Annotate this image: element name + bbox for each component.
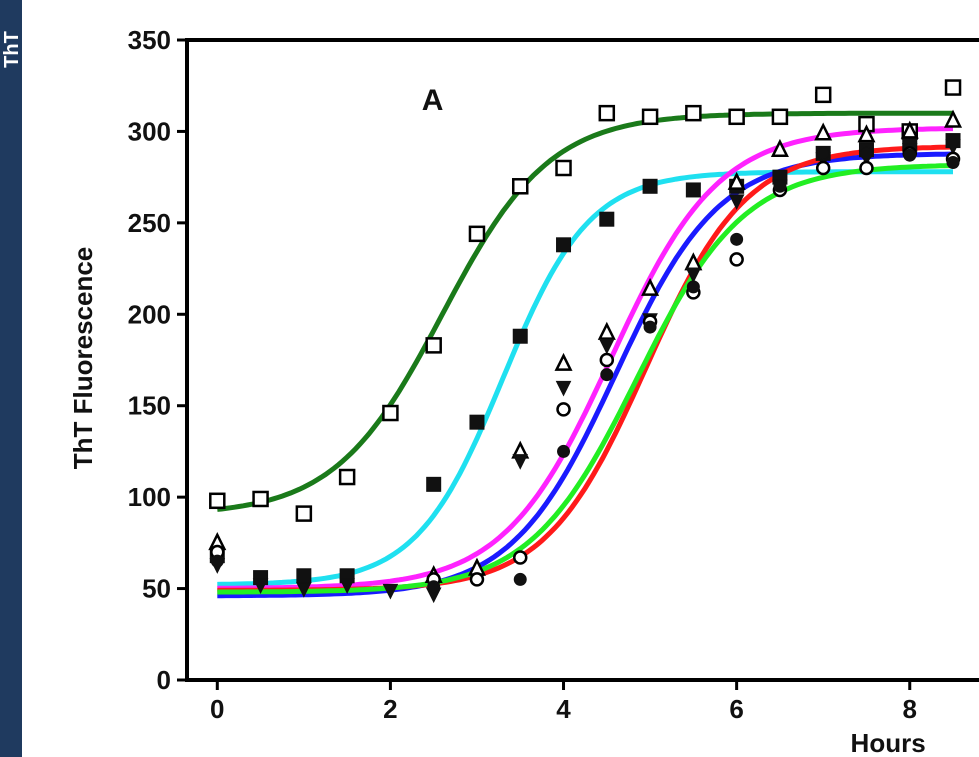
data-point-open-circle [469, 572, 485, 587]
data-point-filled-square [556, 237, 572, 253]
data-point-open-square [425, 337, 442, 354]
data-point-filled-square [685, 182, 701, 198]
panel-label: A [422, 84, 444, 117]
y-tick-label: 100 [128, 482, 171, 512]
data-point-filled-square [599, 211, 615, 227]
data-point-open-triangle [857, 124, 876, 143]
x-tick-label: 2 [383, 694, 397, 724]
fit-curve-1 [217, 110, 953, 512]
data-point-open-triangle [554, 352, 573, 371]
data-point-filled-triangle-down [685, 267, 702, 284]
data-point-filled-circle [427, 580, 441, 594]
data-point-filled-triangle-down [339, 578, 355, 595]
data-point-filled-triangle-down [382, 583, 399, 600]
data-point-open-square [685, 104, 702, 122]
data-point-filled-circle [773, 179, 787, 193]
y-tick-label: 150 [128, 391, 171, 421]
fit-curve-3 [217, 126, 953, 591]
data-point-open-square [511, 178, 529, 195]
data-point-open-triangle [814, 122, 833, 141]
y-axis-title: ThT Fluorescence [68, 247, 98, 470]
data-point-open-circle [859, 160, 874, 176]
data-point-filled-triangle-down [296, 582, 312, 598]
data-point-open-triangle [727, 171, 746, 190]
data-point-open-triangle [597, 321, 616, 340]
data-point-filled-circle [557, 444, 571, 458]
y-tick-label: 250 [128, 208, 171, 238]
data-point-open-circle [729, 252, 744, 267]
data-point-open-square [338, 468, 356, 486]
x-tick-label: 8 [903, 694, 917, 724]
y-tick-label: 50 [142, 574, 171, 604]
data-point-open-square [252, 490, 269, 508]
data-point-filled-square [512, 328, 528, 344]
data-point-filled-circle [686, 280, 700, 294]
data-point-open-square [468, 225, 486, 243]
data-point-open-circle [815, 160, 831, 176]
data-point-filled-triangle-down [728, 194, 745, 211]
plot-frame [185, 38, 979, 682]
data-point-open-triangle [770, 138, 789, 157]
x-tick-label: 4 [556, 694, 571, 724]
data-point-open-square [382, 404, 399, 422]
fit-curve-4 [217, 151, 954, 599]
data-point-filled-circle [816, 146, 830, 160]
data-point-filled-triangle-down [598, 338, 615, 355]
data-point-filled-circle [946, 156, 960, 170]
data-point-filled-triangle-down [555, 380, 572, 397]
data-point-filled-circle [513, 572, 527, 586]
data-point-open-square [814, 86, 832, 104]
data-point-open-square [728, 108, 745, 126]
data-point-filled-triangle-down [252, 578, 269, 595]
data-point-filled-circle [210, 554, 224, 568]
ticks-layer: 0 50 100 150 200 250 300 350 0 2 4 6 8 [128, 25, 979, 724]
data-point-filled-triangle-down [945, 139, 961, 156]
data-point-open-square [944, 79, 962, 96]
data-point-filled-circle [600, 368, 614, 382]
data-point-open-square [771, 108, 789, 126]
fit-curve-5 [217, 144, 954, 593]
data-point-open-triangle [944, 109, 963, 128]
fit-curve-2 [217, 169, 953, 587]
plot-layer [208, 79, 963, 604]
data-point-filled-square [296, 568, 312, 584]
x-axis-title: Hours [851, 728, 926, 757]
data-point-open-square [295, 505, 313, 522]
data-point-filled-circle [643, 320, 657, 334]
y-tick-label: 0 [157, 665, 171, 695]
data-point-open-triangle [900, 120, 919, 139]
data-point-filled-circle [730, 232, 744, 246]
fit-curve-6 [217, 163, 954, 595]
x-tick-label: 0 [210, 694, 224, 724]
left-side-bar: ThT [0, 0, 23, 757]
data-point-filled-circle [903, 148, 917, 162]
data-point-filled-square [469, 414, 485, 430]
data-point-open-circle [556, 402, 571, 417]
y-tick-label: 350 [128, 25, 171, 55]
data-point-filled-square [426, 476, 442, 492]
y-tick-label: 200 [128, 299, 171, 329]
data-point-open-circle [512, 550, 528, 565]
x-tick-label: 6 [729, 694, 743, 724]
data-point-open-circle [599, 352, 615, 368]
data-point-open-triangle [641, 277, 660, 296]
data-point-filled-triangle-down [512, 454, 529, 470]
data-point-open-square [555, 159, 572, 177]
data-point-filled-circle [859, 146, 873, 160]
data-point-open-square [598, 104, 616, 122]
data-point-open-square [209, 492, 226, 510]
data-point-open-square [641, 108, 659, 126]
y-tick-label: 300 [128, 116, 171, 146]
data-point-filled-square [642, 178, 658, 194]
